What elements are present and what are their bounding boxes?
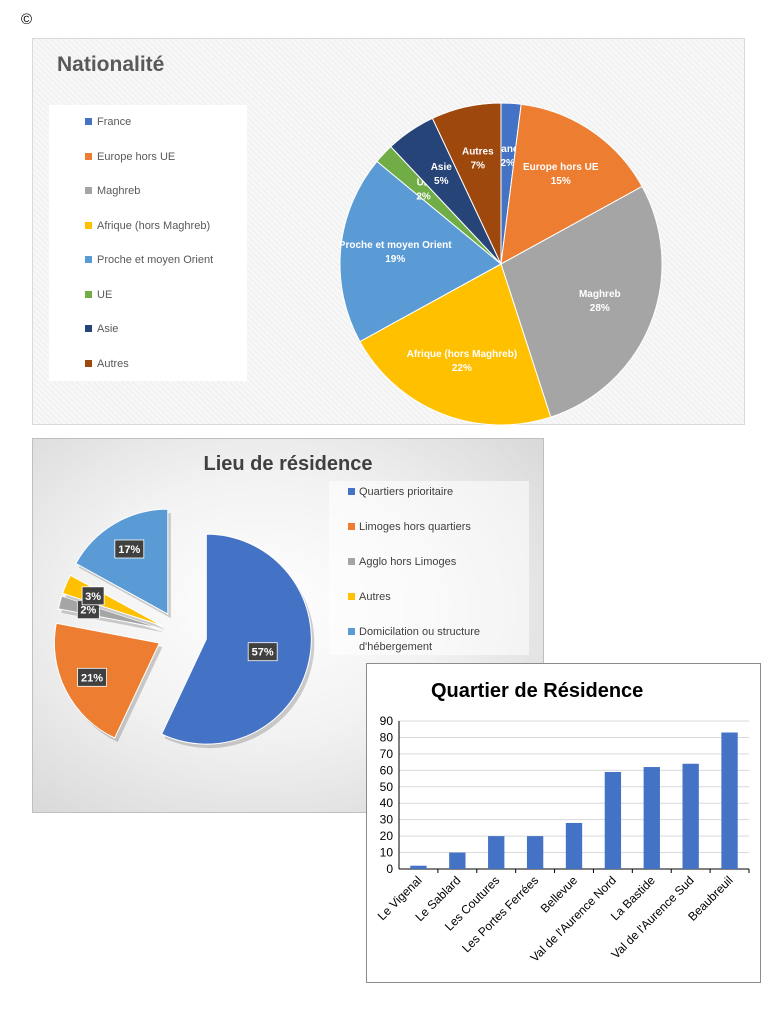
legend-swatch — [348, 558, 355, 565]
legend-item-europe-hors-ue: Europe hors UE — [85, 151, 175, 163]
legend-item-asie: Asie — [85, 323, 118, 335]
legend-swatch — [348, 628, 355, 635]
legend-item-autres: Autres — [85, 358, 129, 370]
nationality-chart: Nationalité France Europe hors UE Maghreb A… — [32, 38, 745, 426]
copyright-symbol: © — [21, 11, 33, 28]
legend-label: Domicilation ou structure d'hébergement — [359, 626, 481, 653]
y-tick-label: 90 — [380, 714, 394, 728]
data-label-box — [247, 642, 278, 662]
x-tick-label: Les Portes Ferrées — [459, 873, 541, 955]
legend-swatch — [85, 187, 92, 194]
data-label-maghreb: Maghreb 28% — [579, 289, 621, 314]
legend-label: Maghreb — [97, 185, 141, 197]
legend-item-proche-et-moyen-orient: Proche et moyen Orient — [85, 254, 213, 266]
data-label-autres: 3% — [85, 591, 101, 603]
legend-swatch — [85, 359, 92, 367]
y-tick-label: 40 — [380, 796, 394, 810]
legend-swatch — [85, 118, 92, 125]
data-label-box — [114, 539, 145, 559]
pie-slice-proche-et-moyen-orient — [339, 160, 502, 343]
data-label-proche-et-moyen-orient: Proche et moyen Orient 19% — [339, 240, 452, 265]
pie-slice-quartiers-prioritaire — [160, 533, 312, 745]
legend-item-maghreb: Maghreb — [85, 185, 140, 197]
legend-item-afrique-hors-maghreb: Afrique (hors Maghreb) — [85, 220, 210, 232]
bar-beaubreuil — [721, 732, 738, 869]
bar-bellevue — [565, 822, 583, 869]
data-label-ue: UE 2% — [416, 177, 431, 202]
bar-val-de-l-aurence-sud — [682, 763, 699, 869]
chart-title: Nationalité — [57, 53, 165, 76]
legend-swatch — [348, 523, 355, 530]
legend-label: Autres — [97, 357, 129, 370]
legend-label: Afrique (hors Maghreb) — [97, 219, 211, 232]
y-tick-label: 20 — [380, 829, 394, 843]
data-label-asie: Asie 5% — [431, 162, 453, 187]
pie-slice-europe-hors-ue — [500, 103, 643, 265]
y-tick-label: 80 — [380, 730, 394, 744]
data-label-limoges-hors-quartiers: 21% — [81, 672, 103, 684]
pie-slice-domicilation-ou-structure-d-hebergement — [75, 508, 169, 615]
legend-item-ue: UE — [85, 289, 112, 301]
legend-label: Quartiers prioritaire — [359, 486, 454, 498]
data-label-autres: Autres 7% — [462, 146, 494, 171]
legend-label: UE — [97, 288, 113, 301]
y-tick-label: 50 — [380, 780, 394, 794]
data-label-quartiers-prioritaire: 57% — [252, 647, 274, 659]
y-tick-label: 70 — [380, 747, 394, 761]
pie-chart: 57% 21% 2% 3% 17% — [53, 508, 315, 749]
legend-swatch — [85, 152, 92, 160]
y-tick-label: 30 — [380, 813, 394, 827]
legend-swatch — [348, 593, 355, 600]
chart-title: Quartier de Résidence — [431, 680, 644, 702]
pie-slice-maghreb — [500, 185, 663, 418]
legend-item-france: France — [85, 116, 131, 128]
legend-swatch — [85, 221, 92, 229]
legend-label: Asie — [97, 323, 119, 335]
legend-swatch — [85, 256, 92, 263]
legend-item-quartiers-prioritaire: Quartiers prioritaire — [348, 485, 509, 500]
y-tick-label: 60 — [380, 763, 394, 777]
pie-chart: France 2% Europe hors UE 15% Maghreb 28% Afriq… — [339, 102, 663, 426]
pie-slice-afrique-hors-maghreb — [359, 263, 552, 426]
legend-label: Agglo hors Limoges — [359, 556, 457, 568]
legend-swatch — [348, 488, 355, 495]
data-label-box — [77, 667, 107, 687]
bar-la-bastide — [643, 767, 660, 869]
bar-les-coutures — [488, 836, 505, 869]
legend-item-autres: Autres — [348, 590, 509, 605]
legend-item-domicilation-ou-structure-d-hebergement: Domicilation ou structure d'hébergement — [348, 625, 509, 655]
data-label-agglo-hors-limoges: 2% — [80, 605, 96, 617]
bar-les-portes-ferrees — [526, 836, 544, 869]
pie-slice-autres — [431, 102, 502, 265]
data-label-europe-hors-ue: Europe hors UE 15% — [523, 162, 599, 187]
chart-legend: Quartiers prioritaire Limoges hors quarti… — [329, 481, 529, 655]
data-label-afrique-hors-maghreb: Afrique (hors Maghreb) 22% — [407, 349, 518, 374]
legend-swatch — [85, 290, 92, 298]
legend-item-agglo-hors-limoges: Agglo hors Limoges — [348, 555, 509, 570]
bar-le-vigenal — [410, 865, 427, 869]
legend-label: France — [97, 116, 132, 128]
chart-title: Lieu de résidence — [203, 453, 373, 475]
district-chart: Quartier de Résidence 0 10 20 30 40 50 60 70 80 9… — [366, 663, 761, 983]
data-label-france: France 2% — [491, 144, 524, 169]
chart-legend: France Europe hors UE Maghreb Afrique (hors… — [49, 105, 247, 381]
legend-label: Autres — [359, 591, 391, 603]
bar-val-de-l-aurence-nord — [604, 771, 622, 869]
bar-le-sablard — [449, 852, 466, 869]
legend-label: Limoges hors quartiers — [359, 521, 471, 533]
legend-item-limoges-hors-quartiers: Limoges hors quartiers — [348, 520, 509, 535]
legend-label: Europe hors UE — [97, 150, 176, 163]
legend-swatch — [85, 325, 92, 332]
y-tick-label: 10 — [380, 846, 394, 860]
legend-label: Proche et moyen Orient — [97, 254, 214, 266]
data-label-box — [81, 586, 105, 606]
y-tick-label: 0 — [386, 862, 393, 876]
data-label-domicilation-ou-structure-d-hebergement: 17% — [118, 544, 140, 556]
